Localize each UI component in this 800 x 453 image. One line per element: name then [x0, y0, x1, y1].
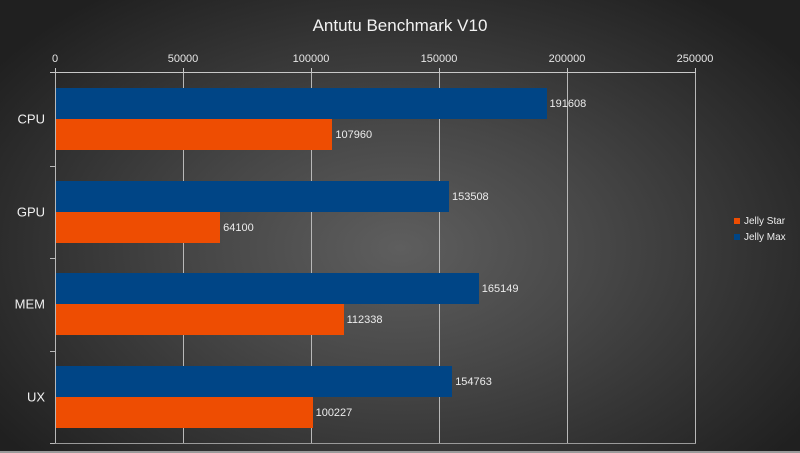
value-label: 112338	[346, 313, 383, 326]
category-label-cpu: CPU	[17, 111, 45, 127]
x-tick-label: 100000	[292, 53, 330, 65]
bar-jelly-max-ux	[56, 366, 453, 397]
gridline	[183, 73, 184, 443]
category-label-ux: UX	[26, 389, 45, 405]
legend-label: Jelly Max	[744, 231, 786, 243]
x-tick	[311, 68, 312, 73]
legend-item-jelly-max: Jelly Max	[734, 229, 786, 245]
bar-jelly-max-mem	[56, 273, 479, 304]
x-tick	[439, 68, 440, 73]
x-tick-label: 250000	[676, 53, 714, 65]
gridline	[695, 73, 696, 443]
x-tick-label: 200000	[548, 53, 586, 65]
legend-swatch-jelly-max	[734, 234, 740, 240]
y-axis	[55, 73, 56, 443]
value-label: 191608	[549, 97, 587, 110]
legend-item-jelly-star: Jelly Star	[734, 213, 786, 229]
category-label-mem: MEM	[14, 296, 45, 312]
y-tick	[50, 443, 55, 444]
y-tick	[50, 351, 55, 352]
gridline	[439, 73, 440, 443]
bar-jelly-star-ux	[56, 397, 313, 428]
value-label: 107960	[335, 128, 373, 141]
legend: Jelly Star Jelly Max	[734, 213, 786, 245]
value-label: 100227	[315, 406, 353, 419]
legend-swatch-jelly-star	[734, 218, 740, 224]
bar-jelly-max-gpu	[56, 181, 449, 212]
value-label: 165149	[481, 282, 519, 295]
x-tick-label: 150000	[420, 53, 458, 65]
gridline	[311, 73, 312, 443]
gridline	[567, 73, 568, 443]
x-tick	[183, 68, 184, 73]
x-tick	[567, 68, 568, 73]
x-axis-baseline	[50, 443, 696, 444]
y-tick	[50, 166, 55, 167]
x-tick	[55, 68, 56, 73]
bar-jelly-max-cpu	[56, 88, 547, 119]
bar-jelly-star-mem	[56, 304, 344, 335]
bar-jelly-star-gpu	[56, 212, 221, 243]
value-label: 154763	[455, 375, 492, 388]
bar-jelly-star-cpu	[56, 119, 333, 150]
x-tick	[695, 68, 696, 73]
x-axis	[50, 72, 696, 73]
bottom-border	[0, 451, 800, 453]
chart-title: Antutu Benchmark V10	[312, 16, 488, 35]
value-label: 64100	[223, 221, 254, 234]
x-tick-label: 50000	[167, 53, 199, 65]
y-tick	[50, 258, 55, 259]
category-label-gpu: GPU	[16, 204, 45, 220]
legend-label: Jelly Star	[744, 215, 786, 227]
value-label: 153508	[451, 190, 489, 203]
x-tick-label: 0	[51, 53, 59, 65]
